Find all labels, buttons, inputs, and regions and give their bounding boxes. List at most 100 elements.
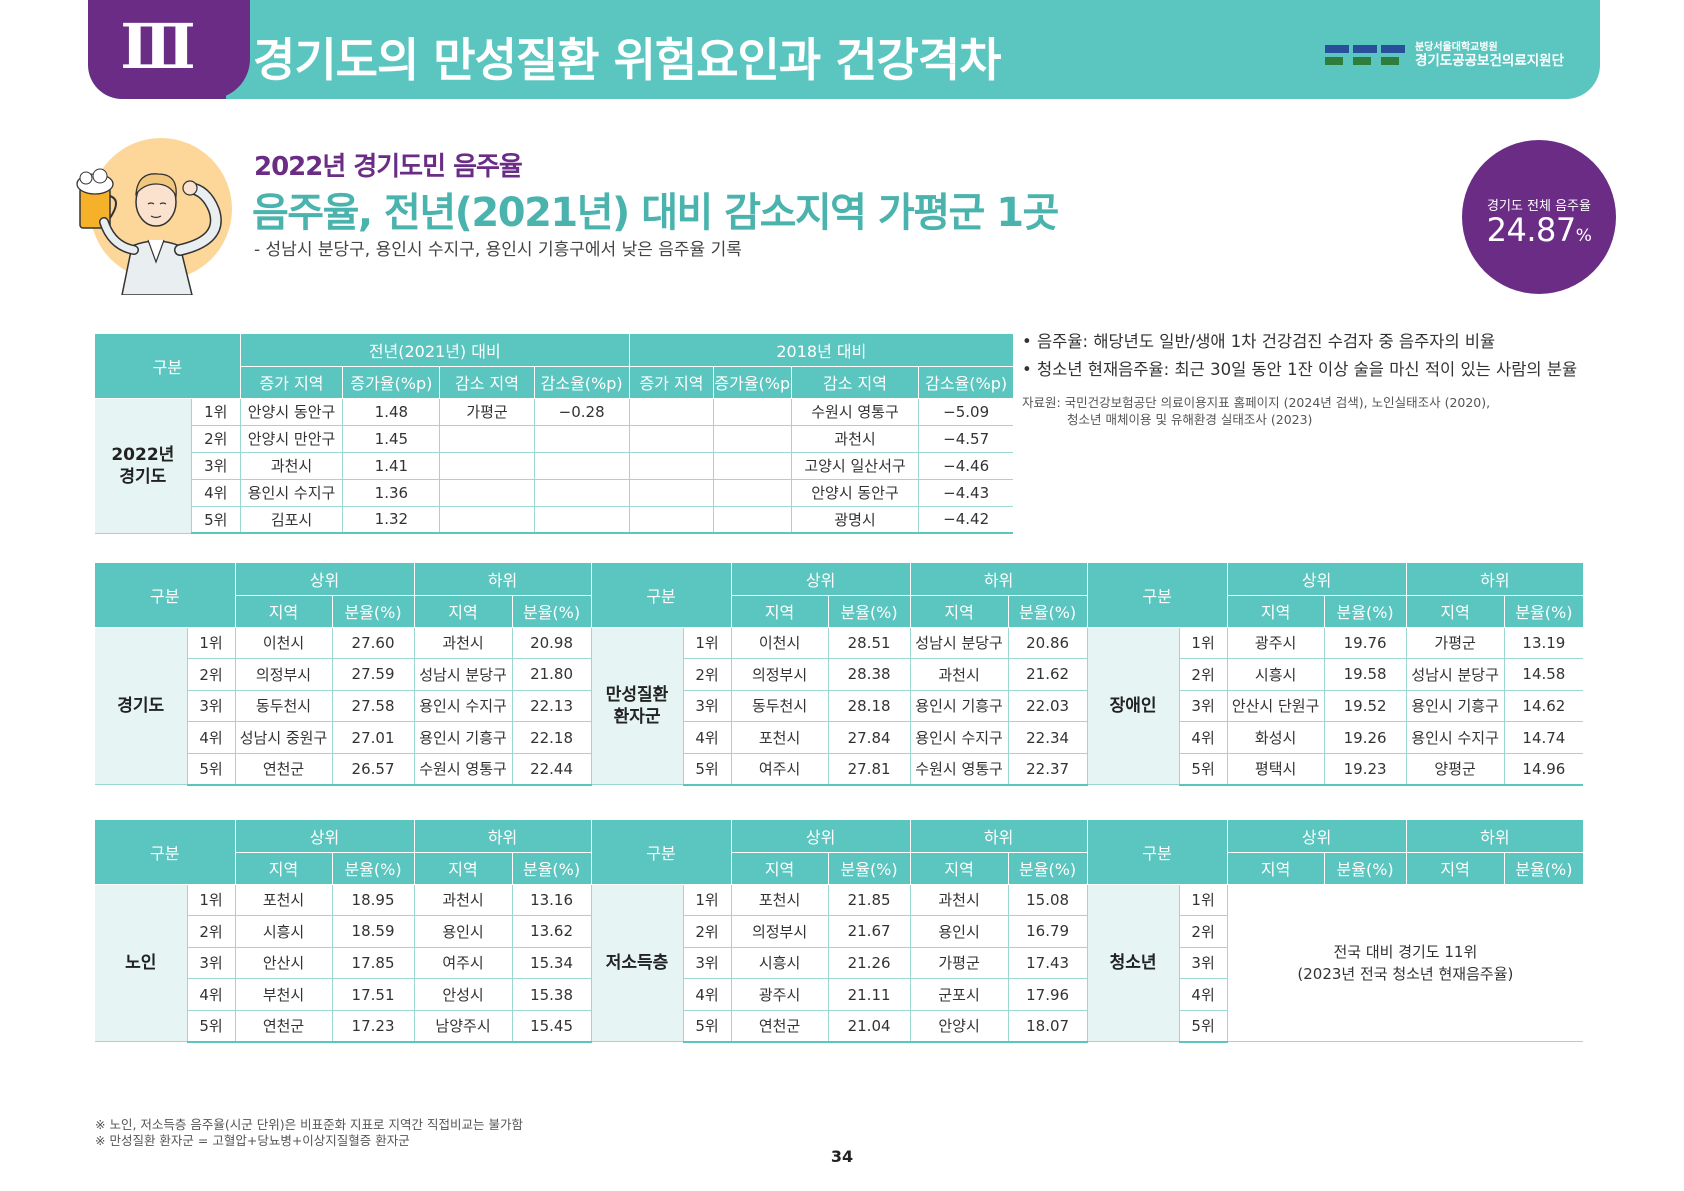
- table-row: 3위 과천시 1.41 고양시 일산서구 −4.46: [95, 452, 1013, 480]
- table-cell: 22.18: [512, 721, 592, 754]
- rank-cell: 5위: [187, 1010, 236, 1043]
- logo-hospital-name: 분당서울대학교병원: [1414, 42, 1498, 53]
- table-cell: 27.59: [332, 658, 415, 691]
- table-cell: 과천시: [414, 627, 513, 660]
- data-source: 자료원: 국민건강보험공단 의료이용지표 홈페이지 (2024년 검색), 노인…: [1022, 394, 1490, 428]
- column-header-rate: 분율(%): [1008, 595, 1088, 628]
- table-cell: 1.32: [342, 506, 441, 534]
- rank-cell: 3위: [191, 452, 241, 480]
- column-header-region: 지역: [1406, 595, 1505, 628]
- column-header: 증가 지역: [629, 366, 715, 399]
- source-line-2: 청소년 매체이용 및 유해환경 실태조사 (2023): [1067, 412, 1313, 427]
- column-header: 감소 지역: [791, 366, 920, 399]
- table-cell: 여주시: [414, 947, 513, 980]
- rank-cell: 4위: [1179, 978, 1228, 1011]
- header-gubun: 구분: [95, 334, 241, 399]
- drinking-person-illustration: [76, 168, 222, 295]
- table-cell: 17.85: [332, 947, 415, 980]
- header-upper: 상위: [1227, 563, 1407, 596]
- table-cell: 21.62: [1008, 658, 1088, 691]
- table-cell: 동두천시: [731, 690, 829, 723]
- table-cell: [629, 425, 715, 453]
- table-cell: 28.38: [828, 658, 911, 691]
- rank-cell: 4위: [191, 479, 241, 507]
- table-row: 4위 성남시 중원구 27.01 용인시 기흥구 22.18 4위 포천시 27.84 용인시 …: [95, 721, 1584, 754]
- column-header-rate: 분율(%): [332, 595, 415, 628]
- table-cell: 15.08: [1008, 884, 1088, 917]
- table-cell: 성남시 분당구: [1406, 658, 1505, 691]
- column-header-region: 지역: [731, 852, 829, 885]
- table-cell: 19.23: [1324, 753, 1407, 786]
- header-upper: 상위: [235, 563, 415, 596]
- table-cell: 1.41: [342, 452, 441, 480]
- rank-cell: 5위: [1179, 753, 1228, 786]
- table-cell: [439, 506, 535, 534]
- table-cell: 동두천시: [235, 690, 333, 723]
- high-low-table-1: 구분 상위 하위 구분 상위 하위 구분 상위 하위 지역 분율(%) 지역 분율(%) 지역 분율(%) 지…: [95, 563, 1584, 786]
- note-drinking-rate: • 음주율: 해당년도 일반/생애 1차 건강검진 수검자 중 음주자의 비율: [1022, 332, 1496, 351]
- column-header: 증가율(%p): [342, 366, 441, 399]
- table-cell: 14.96: [1504, 753, 1584, 786]
- column-header-region: 지역: [414, 852, 513, 885]
- table-cell: 13.16: [512, 884, 592, 917]
- logo-center-name: 경기도공공보건의료지원단: [1414, 52, 1564, 69]
- table-cell: 14.74: [1504, 721, 1584, 754]
- table-cell: 14.58: [1504, 658, 1584, 691]
- table-cell: 27.58: [332, 690, 415, 723]
- table-cell: 안양시: [910, 1010, 1009, 1043]
- table-cell: 27.84: [828, 721, 911, 754]
- table-cell: 21.67: [828, 915, 911, 948]
- table-cell: [713, 506, 792, 534]
- table-cell: 이천시: [731, 627, 829, 660]
- table-row: 노인 1위 포천시 18.95 과천시 13.16 저소득층 1위 포천시 21.85 과천시 15.…: [95, 884, 1584, 1043]
- column-header-rate: 분율(%): [1008, 852, 1088, 885]
- table-cell: [534, 452, 630, 480]
- header-gubun: 구분: [1087, 563, 1228, 628]
- rank-cell: 4위: [187, 978, 236, 1011]
- table-cell: 시흥시: [731, 947, 829, 980]
- rank-cell: 2위: [1179, 915, 1228, 948]
- header-gubun: 구분: [591, 563, 732, 628]
- overall-rate-value: 24.87%: [1486, 211, 1592, 249]
- chart-subtitle: 2022년 경기도민 음주율: [254, 152, 523, 182]
- table-cell: 21.04: [828, 1010, 911, 1043]
- rank-cell: 1위: [683, 627, 732, 660]
- row-group-label: 경기도: [95, 627, 188, 786]
- table-cell: 성남시 분당구: [910, 627, 1009, 660]
- rank-cell: 5위: [1179, 1010, 1228, 1043]
- logo-mark-icon: [1324, 44, 1405, 67]
- table-cell: 21.26: [828, 947, 911, 980]
- title-description: - 성남시 분당구, 용인시 수지구, 용인시 기흥구에서 낮은 음주율 기록: [254, 240, 742, 260]
- column-header-rate: 분율(%): [1324, 595, 1407, 628]
- table-row: 3위 안산시 17.85 여주시 15.34 3위 시흥시 21.26 가평군 17.43 3위: [95, 947, 1583, 980]
- table-cell: 포천시: [235, 884, 333, 917]
- footnotes: ※ 노인, 저소득층 음주율(시군 단위)은 비표준화 지표로 지역간 직접비교…: [95, 1117, 523, 1149]
- table-cell: 과천시: [791, 425, 920, 453]
- table-cell: [534, 425, 630, 453]
- column-header: 증가 지역: [240, 366, 344, 399]
- table-row: 2위 안양시 만안구 1.45 과천시 −4.57: [95, 425, 1013, 453]
- table-cell: 과천시: [910, 658, 1009, 691]
- column-header-rate: 분율(%): [1504, 595, 1584, 628]
- table-cell: 김포시: [240, 506, 344, 534]
- header-gubun: 구분: [95, 563, 236, 628]
- table-cell: 의정부시: [235, 658, 333, 691]
- table-cell: 15.38: [512, 978, 592, 1011]
- table-cell: [713, 479, 792, 507]
- table-cell: 포천시: [731, 884, 829, 917]
- table-cell: 고양시 일산서구: [791, 452, 920, 480]
- table-cell: 17.51: [332, 978, 415, 1011]
- table-cell: 가평군: [439, 398, 535, 426]
- table-cell: 26.57: [332, 753, 415, 786]
- table-cell: 가평군: [910, 947, 1009, 980]
- column-header-rate: 분율(%): [828, 852, 911, 885]
- table-cell: 용인시 수지구: [1406, 721, 1505, 754]
- table-cell: 19.26: [1324, 721, 1407, 754]
- institution-logo: 분당서울대학교병원 경기도공공보건의료지원단: [1324, 42, 1564, 69]
- table-cell: 22.03: [1008, 690, 1088, 723]
- table-cell: −0.28: [534, 398, 630, 426]
- table-cell: [629, 398, 715, 426]
- table-cell: 22.34: [1008, 721, 1088, 754]
- table-cell: 15.34: [512, 947, 592, 980]
- table-row: 2022년 경기도 1위 안양시 동안구 1.48 가평군 −0.28 수원시 영통구 −5.…: [95, 398, 1013, 534]
